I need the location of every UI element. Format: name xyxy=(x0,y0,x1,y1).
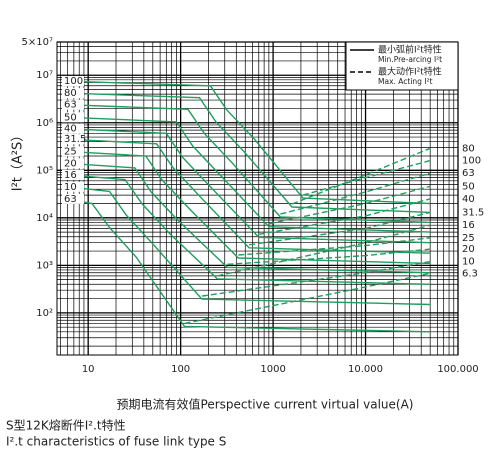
y-tick-label: 5×10⁷ xyxy=(22,37,53,48)
y-tick-label: 10³ xyxy=(36,260,53,271)
series-line xyxy=(67,198,431,333)
series-line xyxy=(67,150,431,265)
series-label: 25 xyxy=(462,233,475,244)
legend-label: 最大动作I²t特性 xyxy=(378,66,442,78)
series-line xyxy=(67,92,431,214)
series-label: 100 xyxy=(64,76,83,87)
x-tick-label: 1000 xyxy=(260,364,285,375)
series-line xyxy=(67,174,431,285)
label-bg xyxy=(62,181,84,192)
series-line xyxy=(280,172,431,215)
series-label: 10 xyxy=(64,182,77,193)
series-line xyxy=(67,186,431,306)
x-axis-label: 预期电流有效值Perspective current virtual value… xyxy=(117,397,414,412)
legend-label: Max. Acting I²t xyxy=(378,77,433,86)
series-line xyxy=(67,162,431,274)
y-tick-label: 10² xyxy=(36,308,53,319)
series-line xyxy=(302,159,431,196)
series-line xyxy=(67,104,431,224)
series-label: 20 xyxy=(64,158,77,169)
label-bg xyxy=(62,112,84,123)
label-bg xyxy=(62,88,84,99)
series-label: 40 xyxy=(462,194,475,205)
series-label: 6.3 xyxy=(462,268,478,279)
label-bg xyxy=(62,123,84,134)
label-bg xyxy=(62,99,84,110)
y-tick-label: 10⁷ xyxy=(36,70,53,81)
series-label: 50 xyxy=(64,112,77,123)
caption: I².t characteristics of fuse link type S xyxy=(6,435,226,449)
series-label: 80 xyxy=(64,88,77,99)
x-tick-label: 100 xyxy=(171,364,190,375)
series-line xyxy=(268,185,431,225)
series-label: 25 xyxy=(64,146,77,157)
label-bg xyxy=(62,76,84,87)
series-line xyxy=(249,211,431,246)
x-tick-label: 100.000 xyxy=(437,364,478,375)
legend-label: Min.Pre-arcing I²t xyxy=(378,55,442,64)
label-bg xyxy=(62,169,84,180)
series-label: 63 xyxy=(462,168,475,179)
series-line xyxy=(238,237,431,256)
x-tick-label: 10.000 xyxy=(348,364,383,375)
series-label: 31.5 xyxy=(462,207,484,218)
series-label: 80 xyxy=(462,143,475,154)
caption: S型12K熔断件I².t特性 xyxy=(6,418,126,433)
series-label: 16 xyxy=(462,220,475,231)
series-line xyxy=(227,248,431,265)
series-line xyxy=(67,138,431,254)
series-line xyxy=(67,128,431,244)
series-label: 20 xyxy=(462,244,475,255)
series-label: 63 xyxy=(64,194,77,205)
series-label: 16 xyxy=(64,170,77,181)
series-line xyxy=(258,198,431,235)
x-tick-label: 10 xyxy=(82,364,95,375)
series-label: 31.5 xyxy=(64,134,86,145)
series-label: 100 xyxy=(462,156,481,167)
label-bg xyxy=(62,146,84,157)
series-line xyxy=(67,80,431,205)
series-line xyxy=(184,272,431,325)
y-axis-label: I²t（A²S） xyxy=(11,129,26,192)
series-line xyxy=(201,260,431,297)
y-tick-label: 10⁶ xyxy=(36,118,53,129)
series-label: 50 xyxy=(462,181,475,192)
series-label: 40 xyxy=(64,124,77,135)
label-bg xyxy=(62,193,84,204)
label-bg xyxy=(62,134,84,145)
y-tick-label: 10⁵ xyxy=(36,165,53,176)
label-bg xyxy=(62,158,84,169)
series-label: 63 xyxy=(64,100,77,111)
series-line xyxy=(217,224,431,277)
series-label: 10 xyxy=(462,257,475,268)
legend-label: 最小弧前I²t特性 xyxy=(378,44,442,56)
y-tick-label: 10⁴ xyxy=(36,213,53,224)
